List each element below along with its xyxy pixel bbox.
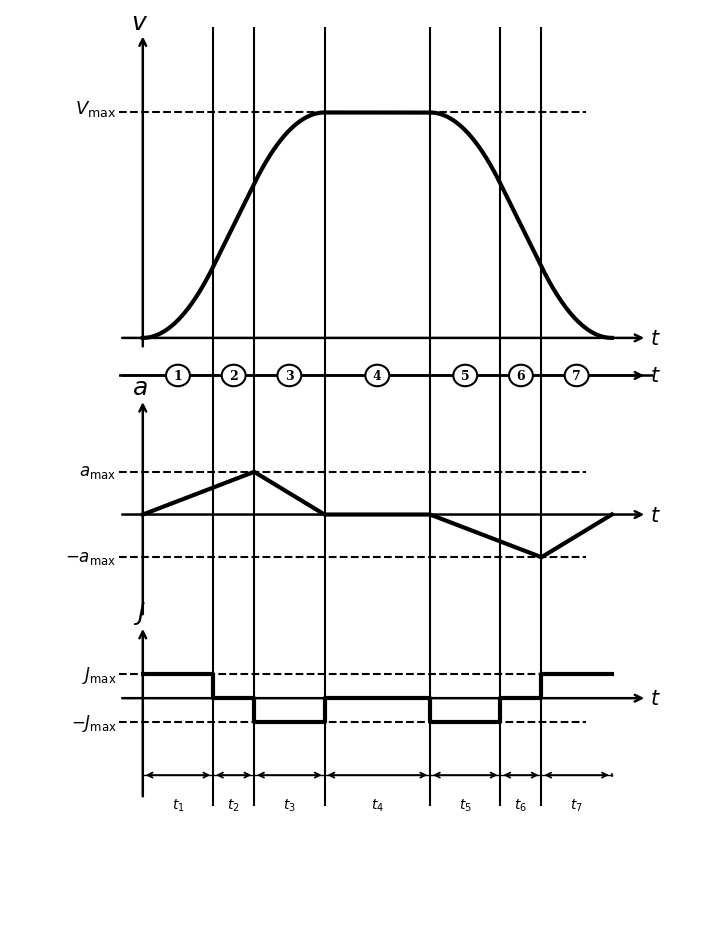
Text: $t_3$: $t_3$	[283, 797, 296, 813]
Text: $t$: $t$	[650, 505, 661, 525]
Text: $-J_{\rm max}$: $-J_{\rm max}$	[71, 712, 117, 733]
Text: $a_{\rm max}$: $a_{\rm max}$	[79, 464, 117, 481]
Text: $v$: $v$	[131, 10, 148, 34]
Ellipse shape	[365, 365, 389, 387]
Ellipse shape	[509, 365, 533, 387]
Text: 3: 3	[285, 370, 293, 383]
Text: $t$: $t$	[650, 689, 661, 708]
Ellipse shape	[277, 365, 301, 387]
Text: 7: 7	[572, 370, 581, 383]
Text: $t_1$: $t_1$	[171, 797, 185, 813]
Ellipse shape	[166, 365, 190, 387]
Text: $t_7$: $t_7$	[570, 797, 583, 813]
Text: $V_{\rm max}$: $V_{\rm max}$	[75, 99, 117, 119]
Text: 2: 2	[230, 370, 238, 383]
Text: $t_2$: $t_2$	[227, 797, 240, 813]
Text: 4: 4	[373, 370, 382, 383]
Text: $t$: $t$	[650, 328, 661, 349]
Text: $a$: $a$	[132, 375, 147, 400]
Text: 6: 6	[517, 370, 525, 383]
Ellipse shape	[564, 365, 588, 387]
Ellipse shape	[222, 365, 246, 387]
Text: $-a_{\rm max}$: $-a_{\rm max}$	[65, 549, 117, 566]
Text: 1: 1	[173, 370, 183, 383]
Text: 5: 5	[461, 370, 470, 383]
Text: $J$: $J$	[133, 600, 146, 627]
Text: $t$: $t$	[650, 366, 661, 386]
Text: $t_5$: $t_5$	[459, 797, 472, 813]
Text: $J_{\rm max}$: $J_{\rm max}$	[82, 664, 117, 685]
Text: $t_6$: $t_6$	[515, 797, 527, 813]
Ellipse shape	[453, 365, 477, 387]
Text: $t_4$: $t_4$	[371, 797, 384, 813]
